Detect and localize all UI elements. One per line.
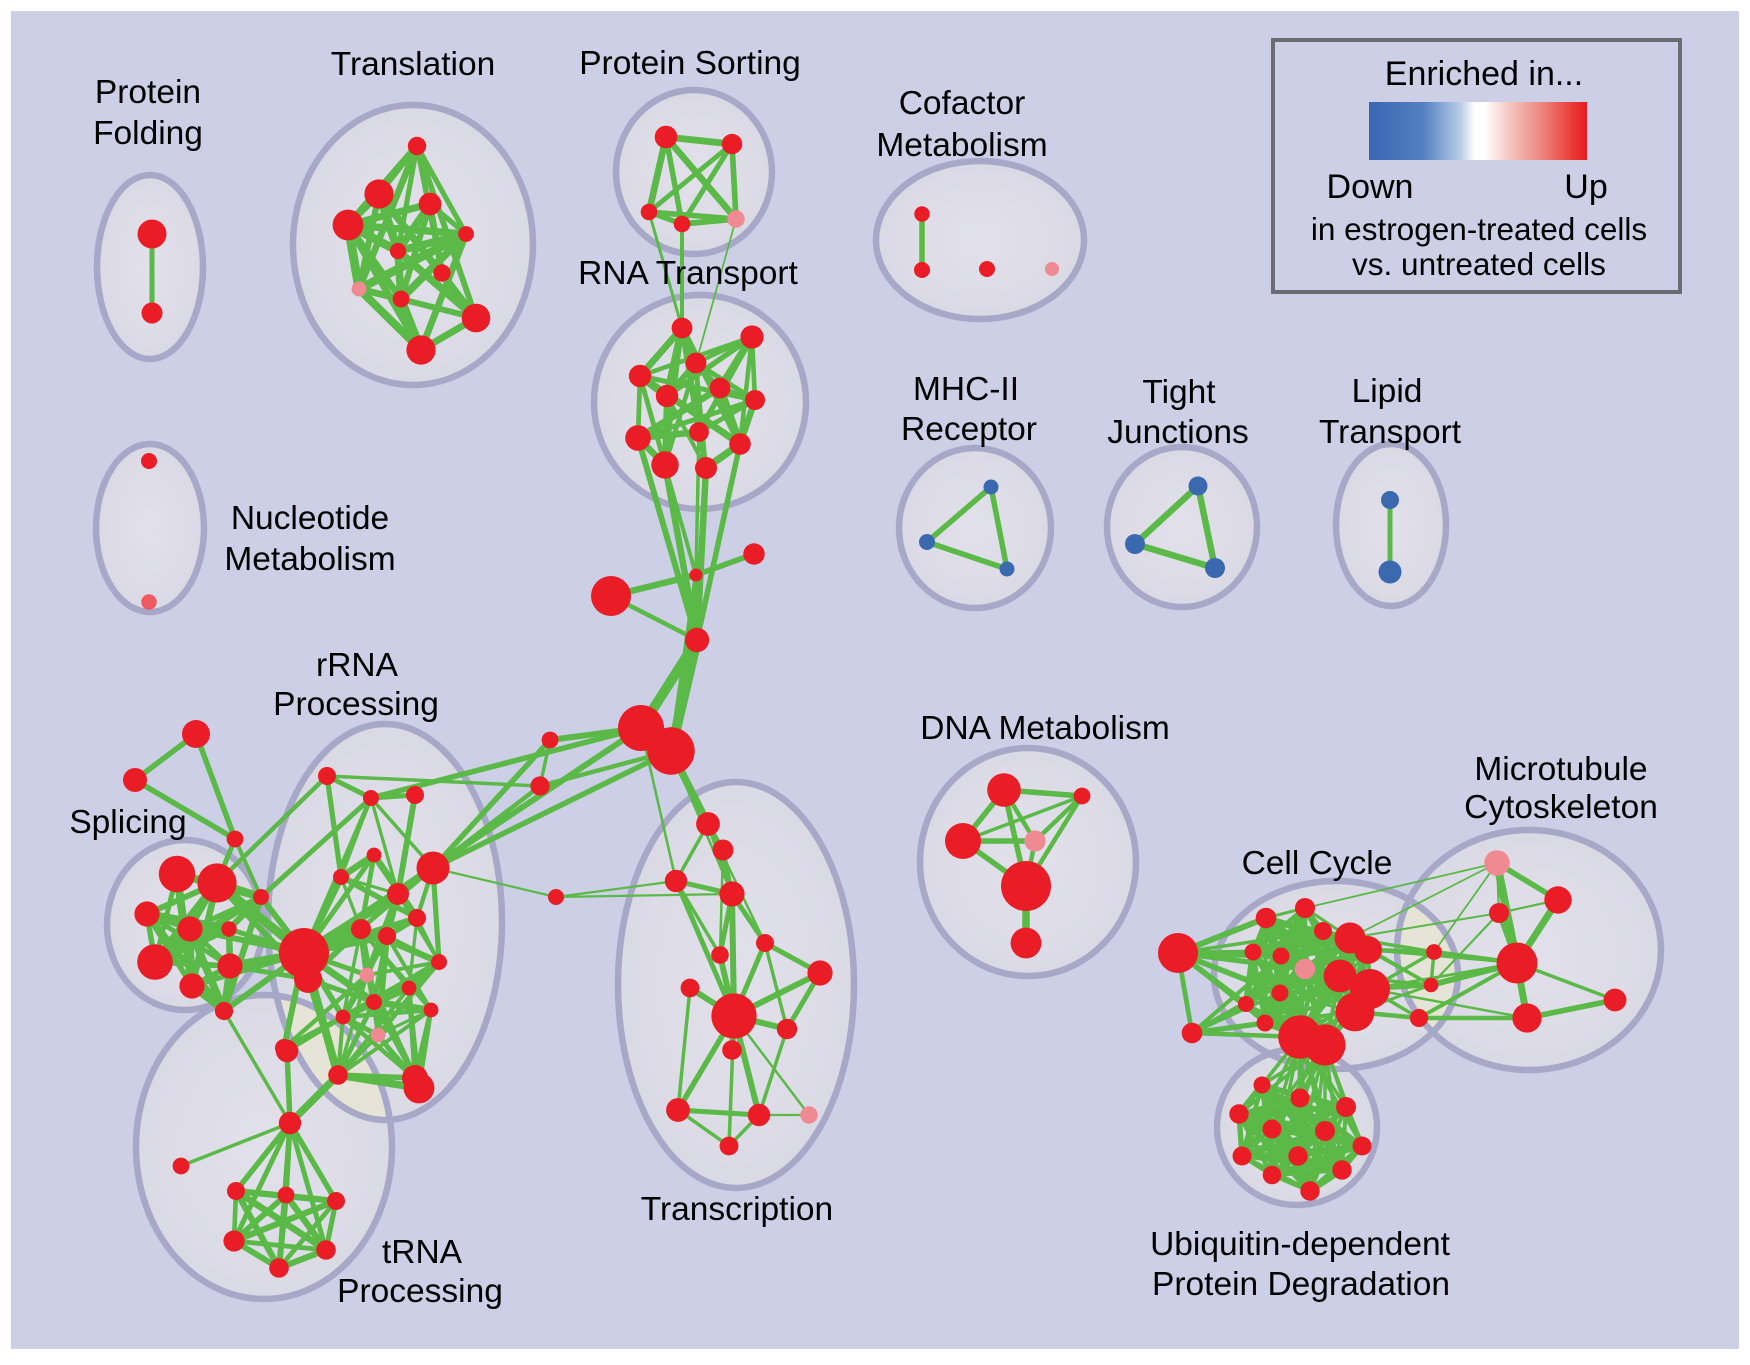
svg-text:Folding: Folding	[93, 115, 203, 152]
svg-text:Protein Sorting: Protein Sorting	[579, 45, 801, 82]
svg-text:Processing: Processing	[337, 1273, 503, 1310]
svg-text:Junctions: Junctions	[1107, 414, 1249, 451]
svg-text:Metabolism: Metabolism	[876, 127, 1047, 164]
svg-text:in estrogen-treated cells: in estrogen-treated cells	[1311, 211, 1647, 247]
svg-text:Microtubule: Microtubule	[1474, 751, 1647, 788]
svg-text:Lipid: Lipid	[1352, 373, 1423, 410]
svg-text:Receptor: Receptor	[901, 411, 1037, 448]
svg-text:Splicing: Splicing	[69, 804, 186, 841]
svg-text:Transport: Transport	[1319, 414, 1462, 451]
svg-text:Cell Cycle: Cell Cycle	[1242, 845, 1393, 882]
svg-text:rRNA: rRNA	[316, 647, 399, 684]
svg-text:Up: Up	[1564, 168, 1607, 206]
svg-text:vs. untreated cells: vs. untreated cells	[1352, 246, 1606, 282]
svg-text:Transcription: Transcription	[641, 1191, 833, 1228]
svg-text:Down: Down	[1327, 168, 1414, 206]
svg-text:MHC-II: MHC-II	[913, 371, 1019, 408]
svg-text:tRNA: tRNA	[382, 1234, 463, 1271]
svg-text:Tight: Tight	[1142, 374, 1216, 411]
svg-text:Ubiquitin-dependent: Ubiquitin-dependent	[1150, 1226, 1451, 1263]
svg-text:Nucleotide: Nucleotide	[231, 500, 389, 537]
svg-text:DNA Metabolism: DNA Metabolism	[920, 710, 1169, 747]
svg-text:Translation: Translation	[331, 46, 495, 83]
svg-text:Metabolism: Metabolism	[224, 541, 395, 578]
svg-text:Cytoskeleton: Cytoskeleton	[1464, 789, 1658, 826]
svg-text:Protein: Protein	[95, 74, 201, 111]
svg-text:Enriched in...: Enriched in...	[1385, 55, 1583, 93]
svg-text:Processing: Processing	[273, 686, 439, 723]
svg-text:RNA Transport: RNA Transport	[578, 255, 798, 292]
svg-text:Cofactor: Cofactor	[899, 85, 1026, 122]
svg-text:Protein Degradation: Protein Degradation	[1152, 1266, 1450, 1303]
